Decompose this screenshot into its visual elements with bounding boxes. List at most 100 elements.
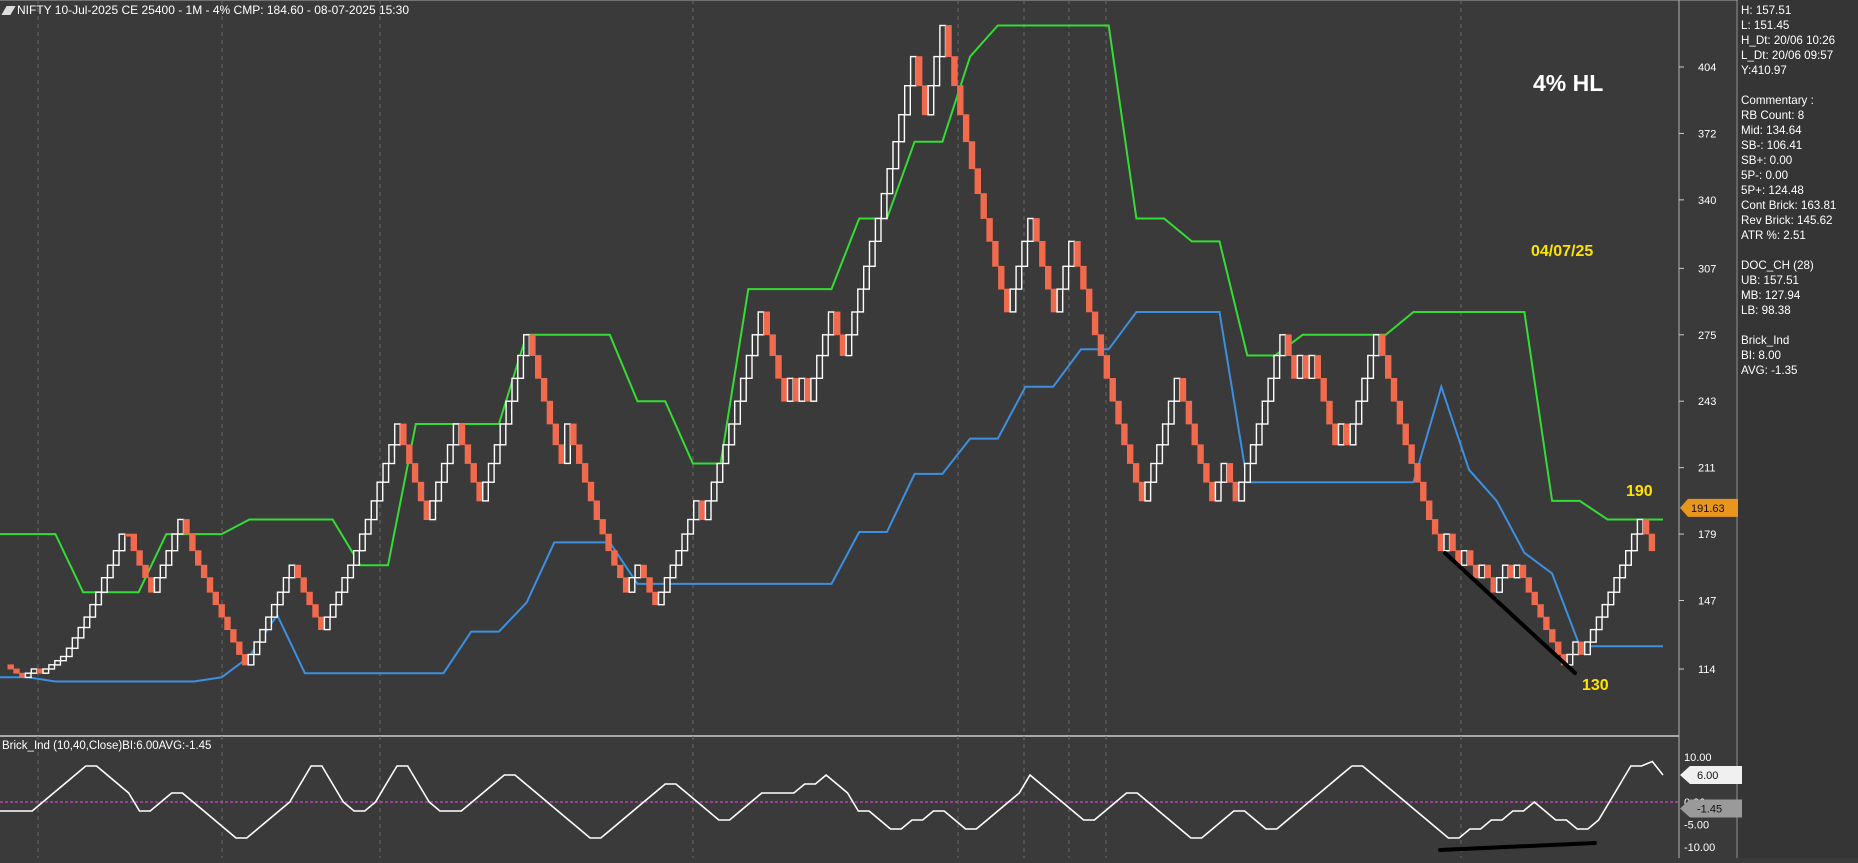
price-tick-label: 340 — [1698, 195, 1716, 207]
up-brick — [1372, 334, 1380, 357]
down-brick — [423, 500, 430, 520]
down-brick — [587, 481, 595, 502]
up-brick — [909, 55, 917, 87]
up-brick — [276, 591, 284, 606]
up-brick — [1595, 616, 1603, 631]
commentary-list: RB Count: 8 Mid: 134.64 SB-: 106.41 SB+: 0.… — [1741, 108, 1856, 243]
ohlc-line: L_Dt: 20/06 09:57 — [1741, 49, 1834, 62]
down-brick — [646, 577, 653, 593]
down-brick — [1004, 288, 1011, 313]
down-brick — [1109, 377, 1116, 402]
down-brick — [294, 564, 302, 579]
up-brick — [429, 500, 437, 521]
up-brick — [716, 462, 724, 483]
down-brick — [1191, 423, 1198, 446]
up-brick — [30, 668, 38, 674]
up-brick — [663, 577, 671, 593]
ohlc-line: H: 157.51 — [1741, 4, 1792, 17]
mode-label: 4% HL — [1533, 70, 1603, 96]
up-brick — [288, 564, 296, 579]
current-price-label: 191.63 — [1691, 503, 1725, 515]
up-brick — [1021, 240, 1029, 267]
up-brick — [1501, 564, 1509, 579]
doc-title: DOC_CH (28) — [1741, 259, 1814, 272]
up-brick — [1495, 577, 1503, 593]
down-brick — [218, 604, 225, 618]
up-brick — [1161, 423, 1169, 446]
up-brick — [370, 500, 378, 521]
down-brick — [546, 400, 554, 425]
up-brick — [722, 444, 730, 465]
down-brick — [640, 564, 647, 579]
up-brick — [1367, 354, 1375, 379]
up-brick — [1572, 641, 1580, 656]
down-brick — [839, 334, 847, 356]
up-brick — [353, 550, 361, 566]
up-brick — [1630, 533, 1638, 552]
indicator-tick-label: -10.00 — [1684, 842, 1715, 854]
bi-value-label: 6.00 — [1697, 770, 1718, 782]
price-axis[interactable]: 404 372 340 307 275 243 211 179 147 114 191.63 — [1679, 62, 1738, 676]
up-brick — [693, 500, 701, 521]
price-tick-label: 275 — [1698, 330, 1716, 342]
up-brick — [1613, 577, 1621, 593]
pen-icon — [1, 6, 16, 15]
down-brick — [769, 334, 776, 356]
down-brick — [1314, 355, 1321, 379]
up-brick — [59, 655, 67, 662]
ohlc-list: H: 157.51 L: 151.45 H_Dt: 20/06 10:26 L_Dt:… — [1741, 3, 1856, 78]
indicator-trendline — [1438, 841, 1597, 852]
upper-channel-line — [0, 24, 1663, 594]
down-brick — [622, 577, 630, 593]
down-brick — [312, 604, 319, 618]
down-brick — [1379, 334, 1386, 356]
down-brick — [400, 423, 407, 446]
up-brick — [1167, 400, 1175, 425]
commentary-line: SB+: 0.00 — [1741, 154, 1793, 167]
up-brick — [159, 564, 167, 579]
down-brick — [1531, 591, 1538, 606]
down-brick — [241, 654, 249, 666]
up-brick — [1273, 354, 1281, 379]
price-tick-label: 147 — [1698, 595, 1716, 607]
down-brick — [19, 672, 26, 678]
up-brick — [1238, 481, 1246, 502]
up-brick — [89, 603, 97, 618]
up-brick — [1624, 550, 1632, 566]
up-brick — [851, 311, 859, 336]
up-brick — [728, 423, 736, 446]
indicator-pane: 10.000.00-5.00-10.006.00-1.45 — [0, 752, 1742, 854]
commentary-line: RB Count: 8 — [1741, 109, 1805, 122]
up-brick — [669, 564, 677, 579]
up-brick — [874, 217, 882, 242]
down-brick — [1091, 311, 1099, 336]
up-brick — [1243, 462, 1251, 483]
down-brick — [1232, 481, 1239, 502]
up-brick — [270, 603, 278, 618]
up-brick — [704, 500, 712, 521]
up-brick — [1261, 400, 1269, 425]
up-brick — [253, 641, 261, 656]
up-brick — [153, 577, 161, 593]
up-brick — [1220, 462, 1228, 483]
commentary-title: Commentary : — [1741, 94, 1814, 107]
down-brick — [1420, 481, 1427, 502]
up-brick — [745, 354, 753, 379]
down-brick — [136, 550, 143, 566]
up-brick — [24, 672, 32, 679]
down-brick — [1285, 334, 1292, 356]
down-brick — [1431, 519, 1439, 535]
up-brick — [628, 577, 636, 593]
down-brick — [1508, 564, 1515, 579]
down-brick — [470, 463, 477, 483]
down-brick — [834, 311, 841, 336]
up-brick — [335, 591, 343, 606]
down-brick — [1537, 604, 1544, 618]
up-brick — [1056, 288, 1064, 313]
up-brick — [1636, 518, 1644, 535]
down-brick — [1437, 533, 1445, 552]
down-brick — [980, 193, 987, 219]
up-brick — [65, 647, 73, 658]
